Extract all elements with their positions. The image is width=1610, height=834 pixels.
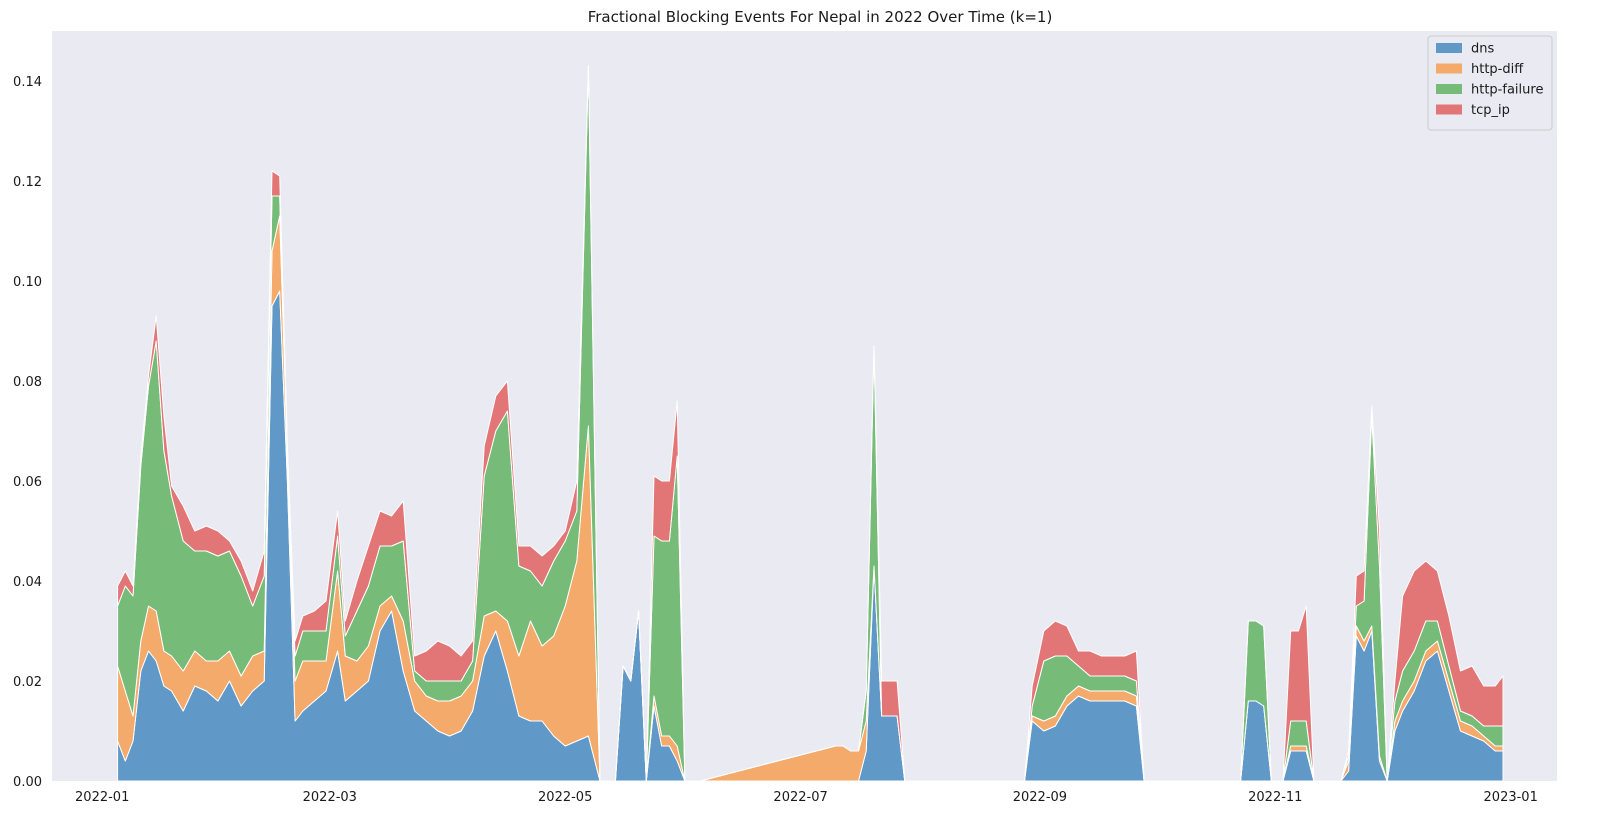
chart-title: Fractional Blocking Events For Nepal in … <box>588 8 1053 26</box>
x-tick-label: 2022-09 <box>1013 790 1067 805</box>
area-layer <box>117 65 1504 782</box>
y-tick-label: 0.02 <box>13 675 42 690</box>
x-tick-label: 2023-01 <box>1484 790 1538 805</box>
y-tick-label: 0.10 <box>13 275 42 290</box>
legend-label-http-failure: http-failure <box>1471 83 1543 98</box>
x-tick-label: 2022-05 <box>538 790 592 805</box>
legend-label-http-diff: http-diff <box>1471 62 1524 77</box>
area-tcp_ip <box>117 65 1504 782</box>
x-axis: 2022-01 2022-03 2022-05 2022-07 2022-09 2022-… <box>75 790 1538 805</box>
x-tick-label: 2022-07 <box>773 790 827 805</box>
y-tick-label: 0.08 <box>13 375 42 390</box>
legend-label-dns: dns <box>1471 42 1494 57</box>
x-tick-label: 2022-01 <box>75 790 129 805</box>
legend-label-tcp_ip: tcp_ip <box>1471 103 1510 118</box>
y-tick-label: 0.00 <box>13 775 42 790</box>
legend-swatch-dns <box>1436 43 1462 53</box>
y-axis: 0.00 0.02 0.04 0.06 0.08 0.10 0.12 0.14 <box>13 75 42 790</box>
y-tick-label: 0.12 <box>13 175 42 190</box>
x-tick-label: 2022-03 <box>303 790 357 805</box>
y-tick-label: 0.14 <box>13 75 42 90</box>
y-tick-label: 0.06 <box>13 475 42 490</box>
y-tick-label: 0.04 <box>13 575 42 590</box>
legend-swatch-http-failure <box>1436 84 1462 94</box>
legend-swatch-tcp_ip <box>1436 104 1462 115</box>
legend: dns http-diff http-failure tcp_ip <box>1427 35 1553 131</box>
legend-swatch-http-diff <box>1436 63 1462 74</box>
x-tick-label: 2022-11 <box>1248 790 1302 805</box>
